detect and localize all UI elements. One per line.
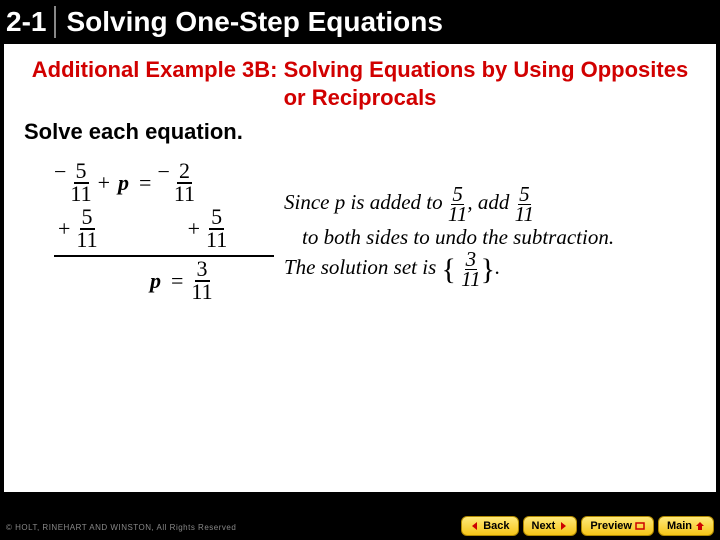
minus-sign: − — [157, 159, 169, 185]
variable-p: p — [118, 170, 129, 196]
plus-sign: + — [58, 216, 70, 242]
left-brace-icon: { — [442, 253, 456, 286]
explanation-line-1: Since p is added to 511, add 511 — [284, 185, 654, 224]
math-column: − 5 11 + p = − 2 11 + 5 11 — [24, 159, 284, 305]
back-arrow-icon — [470, 521, 480, 531]
preview-button[interactable]: Preview — [581, 516, 654, 536]
plus-sign: + — [98, 170, 110, 196]
right-brace-icon: } — [481, 253, 495, 286]
fraction: 511 — [448, 185, 467, 224]
next-arrow-icon — [558, 521, 568, 531]
example-subtitle: Additional Example 3B: Solving Equations… — [24, 56, 696, 111]
instruction-text: Solve each equation. — [24, 119, 696, 145]
fraction: 311 — [461, 250, 480, 289]
explanation-line-3: The solution set is { 311}. — [284, 250, 654, 289]
fraction: 5 11 — [68, 161, 93, 205]
equals-sign: = — [139, 170, 151, 196]
equation-line-3: p = 3 11 — [54, 257, 284, 305]
back-button[interactable]: Back — [461, 516, 518, 536]
main-button[interactable]: Main — [658, 516, 714, 536]
page-title: Solving One-Step Equations — [66, 6, 442, 38]
nav-bar: Back Next Preview Main — [461, 516, 714, 536]
content-area: Additional Example 3B: Solving Equations… — [4, 44, 716, 492]
plus-sign: + — [188, 216, 200, 242]
chapter-number: 2-1 — [0, 6, 56, 38]
minus-sign: − — [54, 159, 66, 185]
fraction: 2 11 — [172, 161, 197, 205]
fraction: 5 11 — [74, 207, 99, 251]
fraction: 3 11 — [189, 259, 214, 303]
header: 2-1 Solving One-Step Equations — [0, 0, 720, 44]
fraction: 511 — [515, 185, 534, 224]
copyright-text: © HOLT, RINEHART AND WINSTON, All Rights… — [6, 523, 236, 532]
variable-p: p — [150, 268, 161, 294]
next-button[interactable]: Next — [523, 516, 578, 536]
preview-icon — [635, 521, 645, 531]
home-icon — [695, 521, 705, 531]
fraction: 5 11 — [204, 207, 229, 251]
explanation-column: Since p is added to 511, add 511 to both… — [284, 159, 654, 305]
equals-sign: = — [171, 268, 183, 294]
equation-line-2: + 5 11 + 5 11 — [54, 207, 274, 257]
work-area: − 5 11 + p = − 2 11 + 5 11 — [24, 159, 696, 305]
equation-line-1: − 5 11 + p = − 2 11 — [54, 159, 284, 207]
